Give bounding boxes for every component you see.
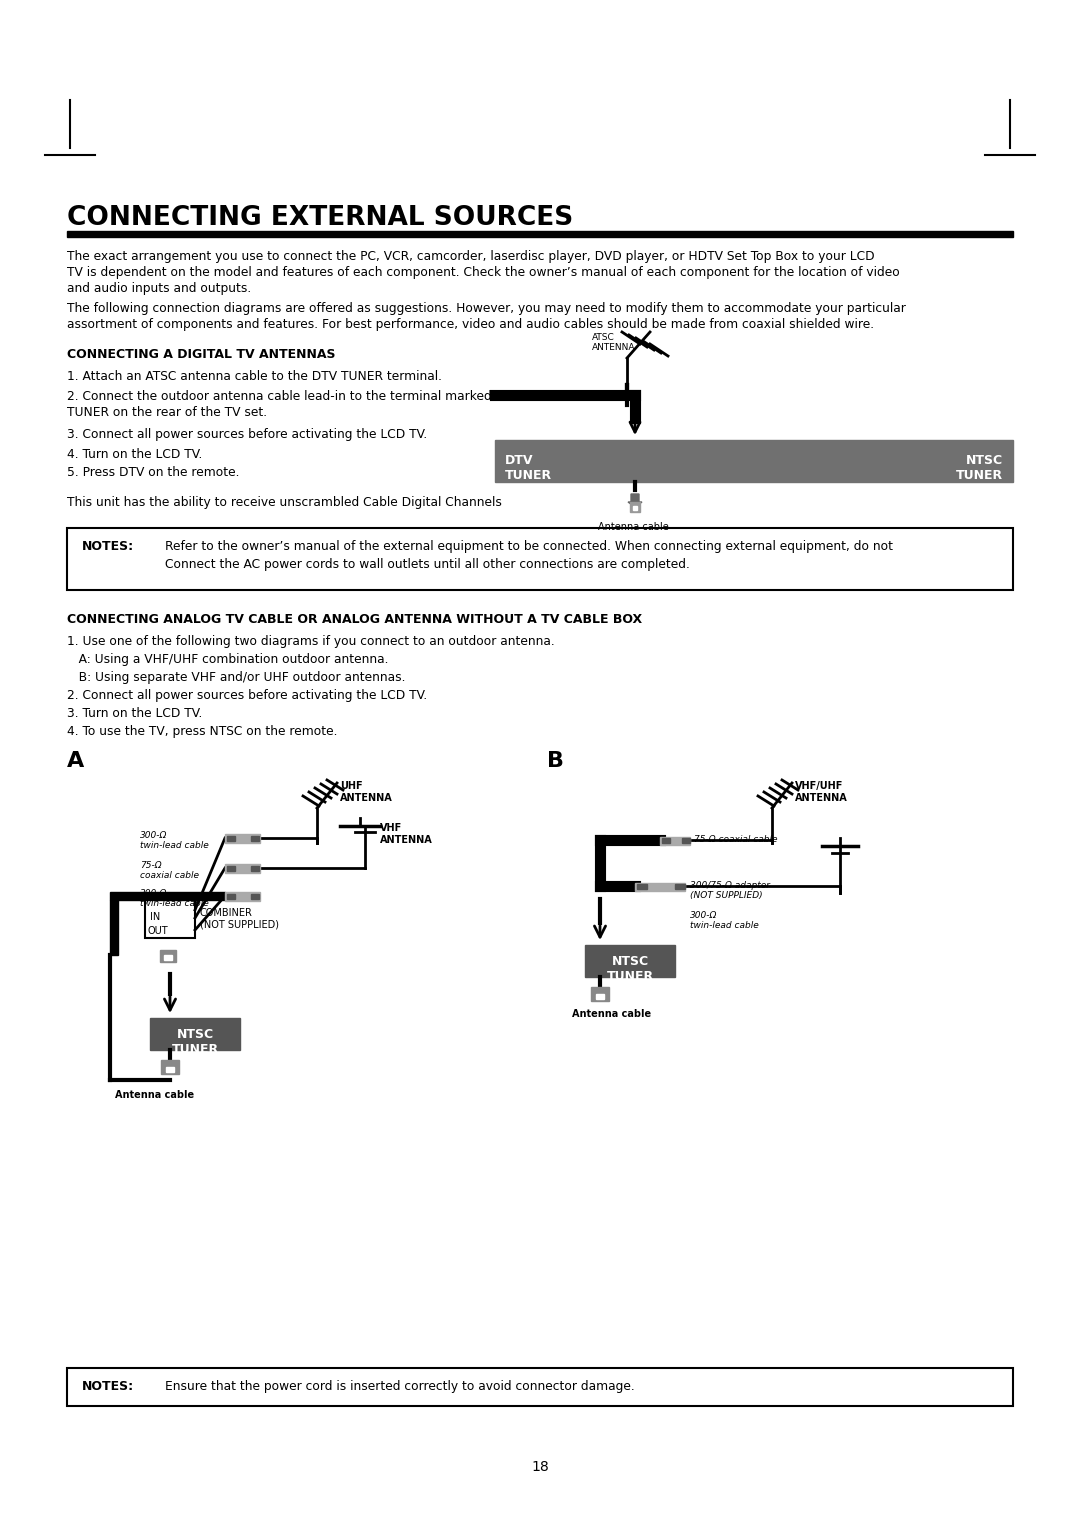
Text: 300-Ω
twin-lead cable: 300-Ω twin-lead cable <box>140 889 208 909</box>
Text: CONNECTING ANALOG TV CABLE OR ANALOG ANTENNA WITHOUT A TV CABLE BOX: CONNECTING ANALOG TV CABLE OR ANALOG ANT… <box>67 613 643 626</box>
Bar <box>227 894 235 898</box>
Bar <box>225 863 260 872</box>
Bar <box>681 837 690 843</box>
Bar <box>637 885 647 889</box>
Bar <box>596 995 604 999</box>
Text: 300-Ω
twin-lead cable: 300-Ω twin-lead cable <box>140 831 208 851</box>
Bar <box>585 944 675 976</box>
Bar <box>164 955 172 960</box>
Text: This unit has the ability to receive unscrambled Cable Digital Channels: This unit has the ability to receive uns… <box>67 497 502 509</box>
Text: VHF/UHF
ANTENNA: VHF/UHF ANTENNA <box>795 781 848 802</box>
Text: IN: IN <box>150 912 160 921</box>
Bar <box>150 1018 240 1050</box>
Text: COMBINER
(NOT SUPPLIED): COMBINER (NOT SUPPLIED) <box>200 908 279 929</box>
Text: 1. Attach an ATSC antenna cable to the DTV TUNER terminal.: 1. Attach an ATSC antenna cable to the D… <box>67 370 442 384</box>
Bar <box>633 506 637 510</box>
Text: UHF
ANTENNA: UHF ANTENNA <box>340 781 393 802</box>
Bar <box>227 836 235 840</box>
Text: CONNECTING A DIGITAL TV ANTENNAS: CONNECTING A DIGITAL TV ANTENNAS <box>67 348 336 361</box>
Text: Connect the AC power cords to wall outlets until all other connections are compl: Connect the AC power cords to wall outle… <box>165 558 690 571</box>
Text: NTSC
TUNER: NTSC TUNER <box>172 1028 218 1056</box>
Text: NOTES:: NOTES: <box>82 539 134 553</box>
Bar <box>160 950 176 963</box>
Text: 1. Use one of the following two diagrams if you connect to an outdoor antenna.: 1. Use one of the following two diagrams… <box>67 636 555 648</box>
Text: VHF
ANTENNA: VHF ANTENNA <box>380 824 433 845</box>
Text: OUT: OUT <box>147 926 167 937</box>
FancyBboxPatch shape <box>67 1368 1013 1406</box>
Text: NOTES:: NOTES: <box>82 1380 134 1394</box>
Bar <box>630 503 640 512</box>
Text: and audio inputs and outputs.: and audio inputs and outputs. <box>67 283 252 295</box>
Bar <box>161 1060 179 1074</box>
Text: TV is dependent on the model and features of each component. Check the owner’s m: TV is dependent on the model and feature… <box>67 266 900 280</box>
Bar <box>110 900 118 955</box>
Text: 2. Connect all power sources before activating the LCD TV.: 2. Connect all power sources before acti… <box>67 689 428 701</box>
Text: 300-Ω
twin-lead cable: 300-Ω twin-lead cable <box>690 911 759 931</box>
Text: 300/75-Ω adapter
(NOT SUPPLIED): 300/75-Ω adapter (NOT SUPPLIED) <box>690 882 770 900</box>
Bar <box>145 898 195 938</box>
Text: Refer to the owner’s manual of the external equipment to be connected. When conn: Refer to the owner’s manual of the exter… <box>165 539 893 553</box>
Bar <box>662 837 670 843</box>
Bar <box>110 892 225 900</box>
Text: 75-Ω
coaxial cable: 75-Ω coaxial cable <box>140 860 199 880</box>
Text: TUNER on the rear of the TV set.: TUNER on the rear of the TV set. <box>67 406 267 419</box>
Text: NTSC
TUNER: NTSC TUNER <box>607 955 653 983</box>
Text: 75-Ω coaxial cable: 75-Ω coaxial cable <box>694 834 778 843</box>
Bar <box>251 894 259 898</box>
FancyArrow shape <box>627 494 642 507</box>
Bar <box>660 837 690 845</box>
Bar <box>495 440 1013 481</box>
Text: 4. Turn on the LCD TV.: 4. Turn on the LCD TV. <box>67 448 202 461</box>
Text: ATSC
ANTENNA: ATSC ANTENNA <box>592 333 635 353</box>
Bar <box>251 866 259 871</box>
Text: NTSC
TUNER: NTSC TUNER <box>956 454 1003 481</box>
Text: DTV
TUNER: DTV TUNER <box>505 454 552 481</box>
Text: 4. To use the TV, press NTSC on the remote.: 4. To use the TV, press NTSC on the remo… <box>67 724 337 738</box>
Bar <box>225 892 260 902</box>
Text: CONNECTING EXTERNAL SOURCES: CONNECTING EXTERNAL SOURCES <box>67 205 573 231</box>
Text: Ensure that the power cord is inserted correctly to avoid connector damage.: Ensure that the power cord is inserted c… <box>165 1380 635 1394</box>
Text: 3. Connect all power sources before activating the LCD TV.: 3. Connect all power sources before acti… <box>67 428 428 442</box>
Text: Antenna cable: Antenna cable <box>572 1008 651 1019</box>
Text: Antenna cable: Antenna cable <box>114 1089 194 1100</box>
Bar <box>251 836 259 840</box>
Text: B: Using separate VHF and/or UHF outdoor antennas.: B: Using separate VHF and/or UHF outdoor… <box>67 671 405 685</box>
Bar <box>166 1067 174 1073</box>
Text: 2. Connect the outdoor antenna cable lead-in to the terminal marked DTV: 2. Connect the outdoor antenna cable lea… <box>67 390 521 403</box>
Bar <box>675 885 685 889</box>
Bar <box>225 834 260 843</box>
Bar <box>591 987 609 1001</box>
Text: The following connection diagrams are offered as suggestions. However, you may n: The following connection diagrams are of… <box>67 303 906 315</box>
Text: The exact arrangement you use to connect the PC, VCR, camcorder, laserdisc playe: The exact arrangement you use to connect… <box>67 251 875 263</box>
Text: 5. Press DTV on the remote.: 5. Press DTV on the remote. <box>67 466 240 478</box>
Bar <box>67 231 1013 237</box>
FancyBboxPatch shape <box>67 529 1013 590</box>
Text: A: A <box>67 750 84 772</box>
Text: B: B <box>546 750 564 772</box>
Text: assortment of components and features. For best performance, video and audio cab: assortment of components and features. F… <box>67 318 874 332</box>
Text: 3. Turn on the LCD TV.: 3. Turn on the LCD TV. <box>67 707 202 720</box>
Bar <box>227 866 235 871</box>
Text: 18: 18 <box>531 1459 549 1475</box>
Text: A: Using a VHF/UHF combination outdoor antenna.: A: Using a VHF/UHF combination outdoor a… <box>67 652 389 666</box>
Text: Antenna cable: Antenna cable <box>598 523 669 532</box>
Bar <box>635 883 685 891</box>
